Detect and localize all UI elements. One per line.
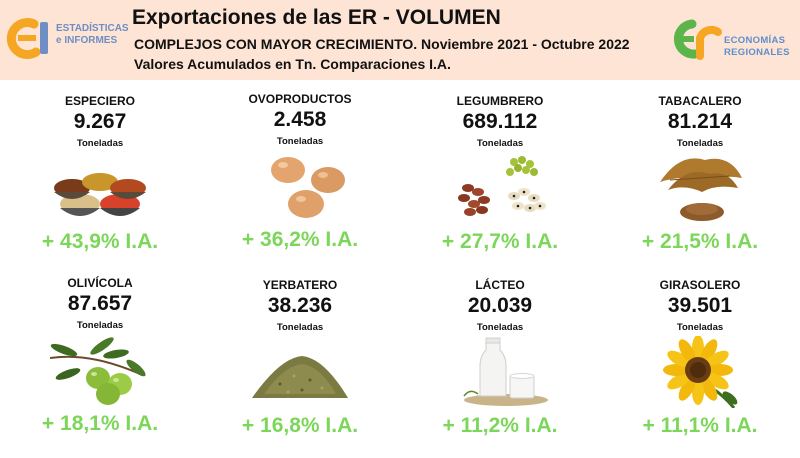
logo-left-line2: e INFORMES bbox=[56, 35, 118, 46]
growth-indicator: + 18,1% I.A. bbox=[41, 412, 159, 435]
page-title: Exportaciones de las ER - VOLUMEN bbox=[132, 6, 501, 29]
complejo-unit: Toneladas bbox=[676, 322, 724, 333]
complejo-name: OVOPRODUCTOS bbox=[248, 92, 352, 106]
card-girasolero: GIRASOLERO 39.501 Toneladas + 11,1% I.A. bbox=[600, 278, 800, 458]
complejo-unit: Toneladas bbox=[476, 322, 524, 333]
card-yerbatero: YERBATERO 38.236 Toneladas + 16,8% I.A. bbox=[200, 278, 400, 458]
complejo-name: GIRASOLERO bbox=[659, 278, 741, 292]
complejo-name: LÁCTEO bbox=[475, 278, 525, 292]
er-logo-icon bbox=[673, 19, 722, 60]
growth-indicator: + 16,8% I.A. bbox=[241, 414, 359, 437]
complejo-name: ESPECIERO bbox=[64, 94, 136, 108]
complejo-value: 689.112 bbox=[462, 110, 538, 133]
card-especiero: ESPECIERO 9.267 Toneladas + 43,9% I.A. bbox=[0, 94, 200, 274]
page-subtitle-2: Valores Acumulados en Tn. Comparaciones … bbox=[134, 56, 451, 72]
complejo-unit: Toneladas bbox=[76, 320, 124, 331]
complejo-name: YERBATERO bbox=[262, 278, 338, 292]
card-lacteo: LÁCTEO 20.039 Toneladas + 11,2% I.A. bbox=[400, 278, 600, 458]
growth-indicator: + 43,9% I.A. bbox=[41, 230, 159, 253]
complejo-unit: Toneladas bbox=[76, 138, 124, 149]
complejo-value: 20.039 bbox=[467, 294, 533, 317]
card-tabacalero: TABACALERO 81.214 Toneladas + 21,5% I.A. bbox=[600, 94, 800, 274]
growth-indicator: + 27,7% I.A. bbox=[441, 230, 559, 253]
header-banner: ESTADÍSTICAS e INFORMES Exportaciones de… bbox=[0, 0, 800, 80]
card-olivicola: OLIVÍCOLA 87.657 Toneladas + 18,1% I.A. bbox=[0, 276, 200, 456]
complejo-unit: Toneladas bbox=[276, 136, 324, 147]
logo-left-line1: ESTADÍSTICAS bbox=[56, 23, 129, 34]
ei-logo-icon bbox=[6, 18, 48, 60]
complejo-value: 38.236 bbox=[267, 294, 333, 317]
complejo-name: OLIVÍCOLA bbox=[67, 276, 133, 290]
card-legumbrero: LEGUMBRERO 689.112 Toneladas + 27,7% I.A… bbox=[400, 94, 600, 274]
spices-icon bbox=[54, 173, 146, 216]
complejo-value: 87.657 bbox=[67, 292, 133, 315]
complejo-unit: Toneladas bbox=[676, 138, 724, 149]
card-ovoproductos: OVOPRODUCTOS 2.458 Toneladas + 36,2% I.A… bbox=[200, 92, 400, 272]
growth-indicator: + 11,1% I.A. bbox=[642, 414, 758, 437]
olives-icon bbox=[50, 337, 146, 405]
complejo-value: 2.458 bbox=[273, 108, 327, 131]
complejo-unit: Toneladas bbox=[276, 322, 324, 333]
logo-right-line1: ECONOMÍAS bbox=[724, 35, 786, 46]
legumes-icon bbox=[458, 156, 546, 216]
eggs-icon bbox=[271, 157, 345, 218]
milk-icon bbox=[463, 337, 548, 406]
complejo-unit: Toneladas bbox=[476, 138, 524, 149]
growth-indicator: + 21,5% I.A. bbox=[641, 230, 759, 253]
yerba-icon bbox=[252, 356, 348, 398]
economias-regionales-logo: ECONOMÍAS REGIONALES bbox=[668, 12, 792, 68]
tobacco-icon bbox=[660, 158, 742, 221]
logo-right-line2: REGIONALES bbox=[724, 47, 790, 58]
growth-indicator: + 36,2% I.A. bbox=[241, 228, 359, 251]
estadisticas-logo: ESTADÍSTICAS e INFORMES bbox=[6, 14, 129, 66]
complejo-value: 81.214 bbox=[667, 110, 733, 133]
growth-indicator: + 11,2% I.A. bbox=[442, 414, 558, 437]
sunflower-icon bbox=[663, 336, 738, 408]
complejo-value: 39.501 bbox=[667, 294, 733, 317]
complejo-name: TABACALERO bbox=[658, 94, 742, 108]
page-subtitle: COMPLEJOS CON MAYOR CRECIMIENTO. Noviemb… bbox=[134, 36, 630, 52]
complejo-value: 9.267 bbox=[73, 110, 127, 133]
complejo-name: LEGUMBRERO bbox=[456, 94, 544, 108]
